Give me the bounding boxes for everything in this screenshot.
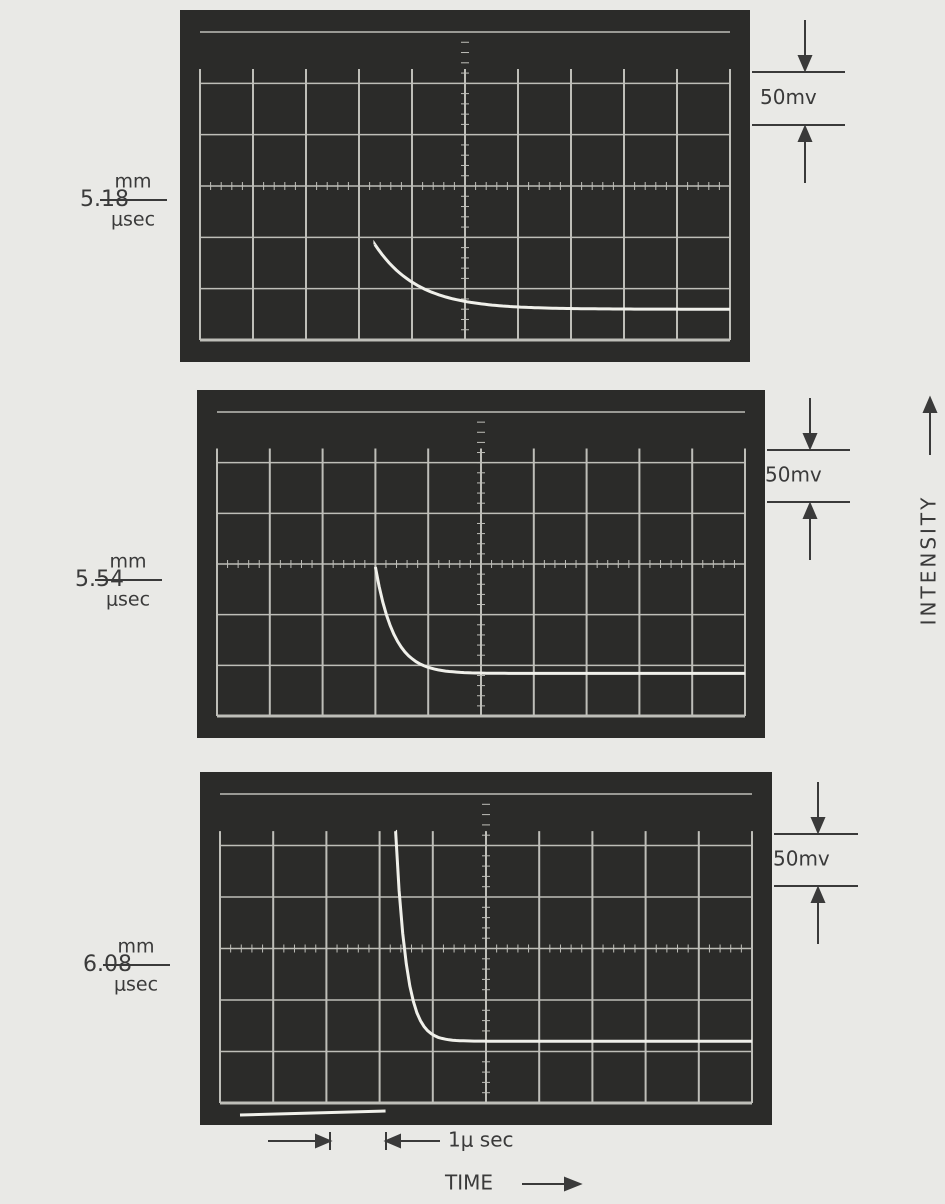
arrow-head bbox=[564, 1176, 583, 1192]
trace bbox=[394, 829, 752, 1043]
arrow-head bbox=[810, 817, 826, 835]
scale-label: 50mv bbox=[773, 847, 830, 871]
velocity-unit-bottom: μsec bbox=[114, 974, 158, 996]
x-arrow bbox=[522, 1176, 583, 1192]
scale-marker bbox=[774, 782, 858, 944]
arrow-head bbox=[315, 1133, 333, 1149]
arrow-head bbox=[802, 433, 818, 451]
arrow-head bbox=[810, 885, 826, 903]
time-scale-marker bbox=[268, 1132, 440, 1150]
scale-marker bbox=[767, 398, 850, 560]
velocity-unit-top: mm bbox=[114, 171, 151, 193]
x-axis-label: TIME bbox=[444, 1171, 493, 1195]
scale-marker bbox=[752, 20, 845, 183]
trace-baseline bbox=[239, 1109, 386, 1117]
velocity-unit-bottom: μsec bbox=[111, 209, 155, 231]
arrow-head bbox=[797, 124, 813, 142]
panels: 5.18mmμsec50mv5.54mmμsec50mv6.08mmμsec50… bbox=[75, 10, 858, 1125]
velocity-unit-top: mm bbox=[117, 936, 154, 958]
arrow-head bbox=[797, 55, 813, 73]
graticule bbox=[219, 793, 753, 1105]
trace bbox=[373, 239, 730, 311]
trace bbox=[373, 566, 745, 675]
velocity-unit-top: mm bbox=[109, 551, 146, 573]
scale-label: 50mv bbox=[765, 463, 822, 487]
graticule bbox=[216, 411, 746, 718]
scale-label: 50mv bbox=[760, 85, 817, 109]
velocity-unit-bottom: μsec bbox=[106, 589, 150, 611]
y-axis-label: INTENSITY bbox=[917, 495, 941, 626]
arrow-head bbox=[922, 395, 938, 413]
time-scale-label: 1μ sec bbox=[448, 1128, 514, 1152]
arrow-head bbox=[802, 501, 818, 519]
graticule bbox=[199, 31, 731, 342]
y-arrow bbox=[922, 395, 938, 455]
